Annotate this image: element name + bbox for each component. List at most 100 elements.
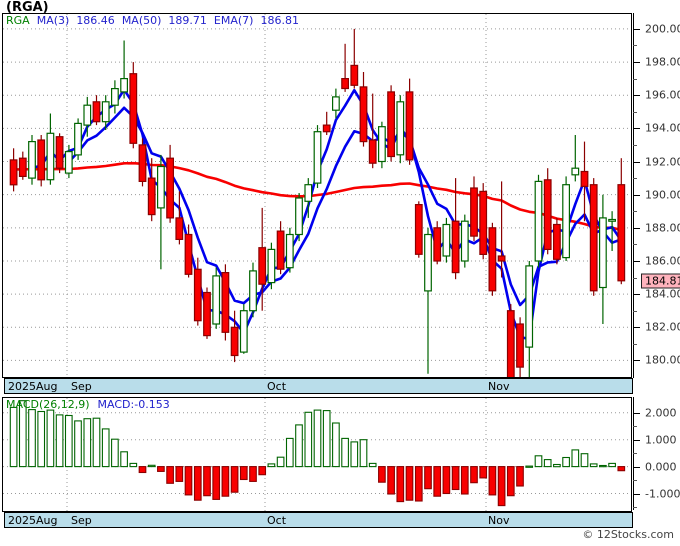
price-legend: RGA MA(3) 186.46 MA(50) 189.71 EMA(7) 186.81: [6, 14, 306, 27]
macd-bar: [341, 437, 349, 468]
candle-body: [147, 177, 156, 216]
price-panel: RGA MA(3) 186.46 MA(50) 189.71 EMA(7) 186.81 2…: [2, 13, 680, 395]
macd-bar: [516, 466, 524, 487]
candle-body: [543, 179, 552, 251]
macd-bar: [387, 466, 395, 495]
candle-body: [617, 184, 626, 282]
candle-body: [608, 218, 616, 222]
macd-bar: [18, 400, 27, 468]
candle-body: [552, 223, 561, 260]
legend-symbol: RGA: [6, 14, 30, 27]
candle-body: [230, 326, 239, 357]
macd-tick-minor: [633, 480, 637, 482]
price-tick: [633, 294, 640, 296]
candle-body: [525, 265, 534, 348]
date-label-macd: Sep: [71, 514, 92, 527]
candle-body: [64, 151, 73, 174]
candle-body: [166, 157, 175, 219]
macd-bar: [451, 466, 460, 491]
macd-bar: [350, 441, 359, 468]
price-tick: [633, 62, 640, 64]
macd-bar: [203, 466, 211, 497]
macd-bar: [46, 409, 55, 468]
candle-body: [258, 247, 267, 285]
macd-bar: [92, 417, 101, 468]
macd-bar: [304, 411, 313, 468]
candle-body: [37, 139, 46, 181]
macd-bar: [295, 424, 303, 468]
macd-bar: [64, 414, 73, 468]
macd-tick: [633, 466, 640, 468]
macd-bar: [506, 466, 515, 497]
macd-bar: [138, 466, 147, 474]
macd-bar: [129, 462, 138, 468]
candle-body: [516, 323, 524, 368]
candle-body: [175, 217, 184, 240]
price-tick-label: 182.00: [645, 320, 680, 334]
price-tick: [633, 194, 640, 196]
candle-body: [580, 170, 589, 187]
macd-bar: [267, 463, 276, 468]
price-chart-svg: [3, 14, 631, 377]
macd-label: MACD(26,12,9): [6, 398, 90, 411]
macd-tick-label: 2.000: [645, 406, 677, 420]
candle-body: [479, 190, 488, 255]
candle-body: [488, 227, 497, 292]
macd-bar: [525, 465, 534, 468]
macd-tick: [633, 412, 640, 414]
macd-bar: [599, 464, 607, 468]
candle-body: [203, 291, 211, 337]
date-label-price: Nov: [488, 380, 510, 393]
candle-body: [120, 77, 129, 93]
candle-body: [212, 275, 221, 325]
date-label-price: Sep: [71, 380, 92, 393]
macd-bar: [166, 466, 174, 484]
macd-bar: [83, 418, 92, 468]
macd-bar: [424, 466, 432, 490]
macd-tick-minor: [633, 426, 637, 428]
macd-axis: 2.000 1.000 0.000 -1.000: [633, 397, 680, 512]
macd-bar: [332, 422, 340, 468]
macd-bar: [147, 464, 156, 468]
candle-body: [276, 230, 285, 270]
macd-tick-minor: [633, 506, 637, 508]
date-label-price: Oct: [267, 380, 287, 393]
candle-body: [405, 91, 414, 161]
macd-bar: [396, 466, 405, 503]
candle-body: [304, 184, 313, 202]
candle-body: [55, 136, 64, 169]
macd-tick: [633, 493, 640, 495]
macd-bar: [249, 466, 257, 482]
date-axis-price: 2025Aug Sep Oct Nov: [4, 378, 633, 394]
candle-body: [414, 204, 423, 255]
candle-body: [101, 101, 110, 123]
date-axis-macd: 2025Aug Sep Oct Nov: [4, 512, 633, 528]
candle-body: [322, 124, 331, 133]
legend-ma3-label: MA(3): [36, 14, 70, 27]
candle-body: [138, 144, 147, 182]
legend-ma50-value: 189.71: [168, 14, 207, 27]
candle-body: [387, 91, 395, 158]
candle-body: [157, 165, 165, 209]
candle-body: [221, 272, 230, 333]
price-tick-label: 190.00: [645, 188, 680, 202]
macd-bar: [184, 466, 193, 496]
macd-bar: [313, 409, 322, 468]
price-tick-label: 198.00: [645, 55, 680, 69]
candle-body: [267, 248, 276, 284]
macd-bar: [111, 438, 119, 468]
price-tick-minor: [633, 78, 637, 80]
macd-histogram: [9, 400, 626, 507]
page-title: (RGA): [6, 0, 49, 15]
macd-chart-svg: [3, 398, 631, 511]
macd-tick-minor: [633, 453, 637, 455]
candle-body: [470, 187, 478, 237]
candle-body: [451, 220, 460, 274]
candle-series: [9, 28, 626, 377]
last-price-label: 184.81: [641, 273, 680, 289]
macd-bar: [258, 466, 267, 476]
macd-tick-label: 0.000: [645, 460, 677, 474]
candle-body: [460, 220, 469, 262]
candle-body: [46, 132, 55, 181]
macd-tick-label: 1.000: [645, 433, 677, 447]
